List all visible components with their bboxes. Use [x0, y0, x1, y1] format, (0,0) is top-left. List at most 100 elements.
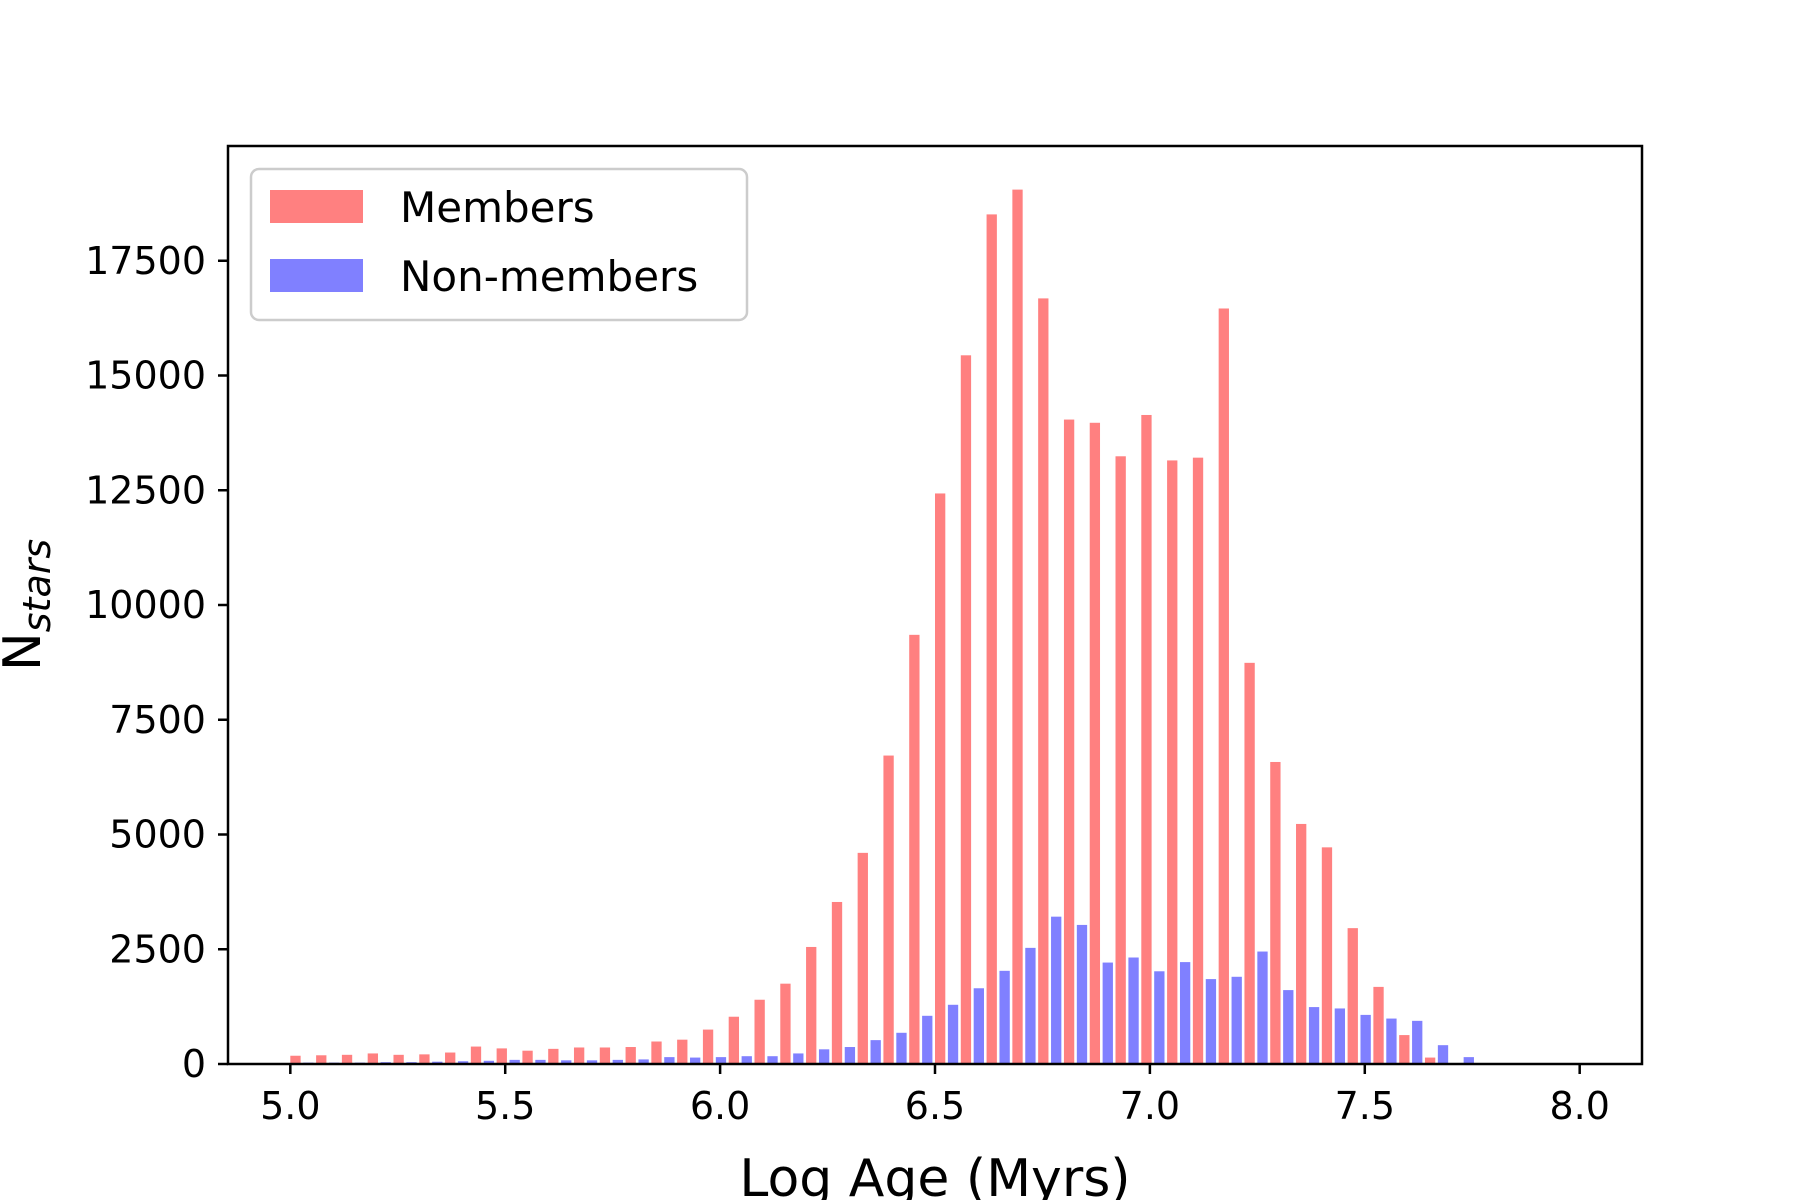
- bar-non-members: [922, 1015, 933, 1064]
- bar-members: [754, 999, 765, 1064]
- bar-non-members: [509, 1059, 520, 1064]
- bar-members: [290, 1055, 301, 1064]
- bar-members: [599, 1047, 611, 1064]
- bar-non-members: [1154, 971, 1165, 1064]
- bar-members: [1141, 414, 1152, 1065]
- bar-members: [677, 1039, 688, 1064]
- bar-non-members: [664, 1057, 675, 1064]
- bar-non-members: [947, 1004, 959, 1064]
- bar-non-members: [715, 1057, 727, 1064]
- y-tick-label: 5000: [109, 813, 206, 857]
- bar-members: [1296, 823, 1307, 1064]
- bar-non-members: [638, 1059, 649, 1064]
- legend: Members Non-members: [249, 167, 749, 322]
- y-tick-label: 2500: [109, 927, 206, 971]
- bar-members: [883, 755, 894, 1064]
- bar-non-members: [483, 1060, 495, 1064]
- bar-non-members: [767, 1056, 778, 1064]
- bar-members: [1038, 298, 1049, 1064]
- legend-swatch-non-members: [270, 259, 363, 292]
- bar-non-members: [1231, 976, 1242, 1064]
- bar-non-members: [1386, 1018, 1397, 1064]
- bar-members: [522, 1050, 533, 1064]
- bar-members: [1424, 1057, 1436, 1064]
- bar-non-members: [612, 1059, 623, 1064]
- bar-members: [1089, 422, 1101, 1064]
- bar-members: [548, 1048, 559, 1064]
- bar-non-members: [561, 1060, 572, 1064]
- bar-members: [1063, 419, 1075, 1064]
- legend-label-members: Members: [400, 183, 595, 232]
- bar-members: [1218, 308, 1229, 1064]
- bar-non-members: [1334, 1008, 1346, 1064]
- y-axis-title-main: N: [0, 632, 53, 671]
- bar-non-members: [535, 1059, 546, 1064]
- y-tick-label: 12500: [85, 468, 206, 512]
- bar-non-members: [1102, 962, 1113, 1064]
- bar-members: [445, 1052, 456, 1064]
- bar-members: [1270, 761, 1281, 1064]
- bar-members: [341, 1054, 353, 1064]
- y-tick-label: 17500: [85, 239, 206, 283]
- bar-non-members: [741, 1056, 752, 1064]
- bars-layer: [290, 189, 1500, 1065]
- x-axis-title: Log Age (Myrs): [739, 1149, 1130, 1200]
- bar-non-members: [1128, 957, 1139, 1064]
- bar-non-members: [999, 970, 1010, 1064]
- bar-members: [419, 1054, 430, 1064]
- x-axis-ticks: 5.0 5.5 6.0 6.5 7.0 7.5 8.0: [260, 1064, 1610, 1128]
- bar-non-members: [1179, 962, 1191, 1064]
- bar-members: [1192, 457, 1204, 1064]
- y-tick-label: 7500: [109, 698, 206, 742]
- bar-members: [909, 634, 920, 1064]
- y-axis-title: Nstars: [0, 539, 59, 671]
- bar-non-members: [690, 1057, 701, 1064]
- legend-frame: [249, 167, 749, 322]
- x-tick-label: 6.0: [690, 1084, 750, 1128]
- bar-members: [702, 1029, 714, 1064]
- x-tick-label: 7.5: [1335, 1084, 1395, 1128]
- x-tick-label: 6.5: [905, 1084, 965, 1128]
- y-axis-title-subscript: stars: [15, 539, 59, 632]
- y-tick-label: 0: [182, 1042, 206, 1086]
- bar-non-members: [844, 1047, 856, 1064]
- x-tick-label: 7.0: [1120, 1084, 1180, 1128]
- bar-members: [728, 1016, 740, 1064]
- bar-members: [857, 852, 868, 1064]
- bar-members: [960, 355, 972, 1064]
- y-tick-label: 15000: [85, 354, 206, 398]
- bar-non-members: [1051, 916, 1062, 1064]
- bar-non-members: [1360, 1014, 1371, 1064]
- y-axis-ticks: 0 2500 5000 7500 10000 12500 15000 17500: [85, 239, 228, 1086]
- legend-label-non-members: Non-members: [400, 252, 698, 301]
- bar-non-members: [1257, 951, 1268, 1064]
- bar-members: [780, 983, 791, 1064]
- bar-non-members: [818, 1049, 830, 1064]
- bar-non-members: [1076, 924, 1088, 1064]
- bar-members: [1321, 847, 1333, 1064]
- bar-members: [986, 214, 997, 1064]
- bar-members: [1012, 189, 1023, 1065]
- bar-members: [1399, 1035, 1410, 1064]
- bar-members: [367, 1053, 378, 1064]
- x-tick-label: 5.0: [260, 1084, 320, 1128]
- bar-non-members: [586, 1060, 598, 1064]
- x-tick-label: 8.0: [1549, 1084, 1609, 1128]
- bar-non-members: [793, 1053, 804, 1064]
- bar-members: [470, 1046, 482, 1064]
- bar-non-members: [457, 1061, 469, 1064]
- bar-members: [625, 1047, 636, 1064]
- bar-members: [1244, 662, 1255, 1064]
- bar-members: [1115, 456, 1126, 1064]
- bar-members: [393, 1054, 404, 1064]
- bar-non-members: [896, 1032, 907, 1064]
- bar-members: [831, 901, 843, 1064]
- bar-members: [651, 1041, 662, 1064]
- bar-non-members: [1463, 1057, 1474, 1064]
- bar-non-members: [870, 1040, 881, 1064]
- bar-members: [316, 1055, 327, 1064]
- bar-members: [806, 946, 817, 1064]
- bar-members: [1167, 460, 1178, 1064]
